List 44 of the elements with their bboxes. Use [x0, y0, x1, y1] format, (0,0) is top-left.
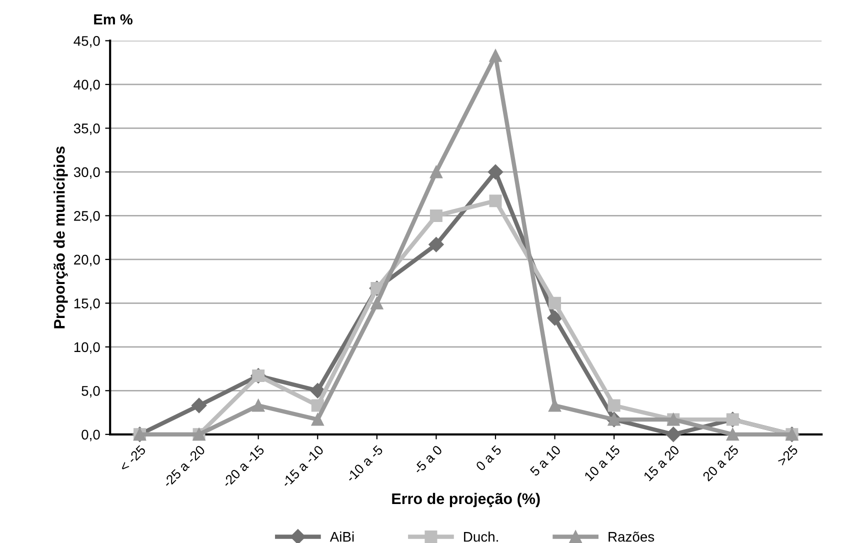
point [666, 426, 681, 442]
point [489, 49, 502, 62]
point [311, 413, 324, 426]
y-tick-label: 45,0 [74, 36, 100, 48]
point [310, 383, 326, 398]
chart-subtitle: Em % [94, 14, 132, 25]
x-tick-label: 20 a 25 [702, 444, 740, 482]
legend-label: Razões [608, 532, 654, 542]
x-tick-label: -10 a -5 [345, 444, 384, 483]
y-tick-label: 30,0 [74, 167, 100, 179]
x-tick-label: 15 a 20 [643, 444, 680, 482]
point [428, 236, 444, 252]
point [489, 194, 502, 208]
point [726, 428, 739, 441]
y-tick-label: 5,0 [82, 386, 100, 398]
point [430, 166, 442, 178]
point [548, 296, 562, 310]
x-axis-title: Erro de projeção (%) [392, 492, 540, 508]
x-tick-label: -20 a -15 [222, 444, 265, 488]
y-tick-label: 10,0 [74, 342, 100, 354]
y-tick-label: 15,0 [74, 298, 100, 310]
y-tick-label: 35,0 [74, 124, 100, 136]
point [252, 399, 265, 412]
legend-label: Duch. [464, 532, 498, 542]
legend-label: AiBi [330, 532, 354, 542]
x-tick-label: 5 a 10 [529, 444, 562, 477]
point [547, 310, 562, 326]
y-axis-title: Proporção de municípios [53, 146, 68, 328]
x-tick-label: 0 a 5 [475, 444, 502, 472]
y-tick-label: 40,0 [74, 80, 100, 92]
x-tick-label: 10 a 15 [584, 444, 621, 482]
y-tick-label: 25,0 [74, 211, 100, 222]
point [370, 296, 384, 310]
x-tick-label: < -25 [118, 444, 146, 472]
point [488, 164, 504, 180]
x-tick-label: >25 [776, 444, 798, 466]
point [608, 399, 620, 412]
y-tick-label: 0,0 [82, 430, 100, 442]
x-tick-label: -25 a -20 [162, 444, 206, 488]
point [191, 398, 207, 414]
point [430, 209, 442, 222]
y-tick-label: 20,0 [74, 254, 100, 266]
x-tick-label: -15 a -10 [280, 444, 324, 488]
x-tick-label: -5 a 0 [413, 444, 443, 474]
